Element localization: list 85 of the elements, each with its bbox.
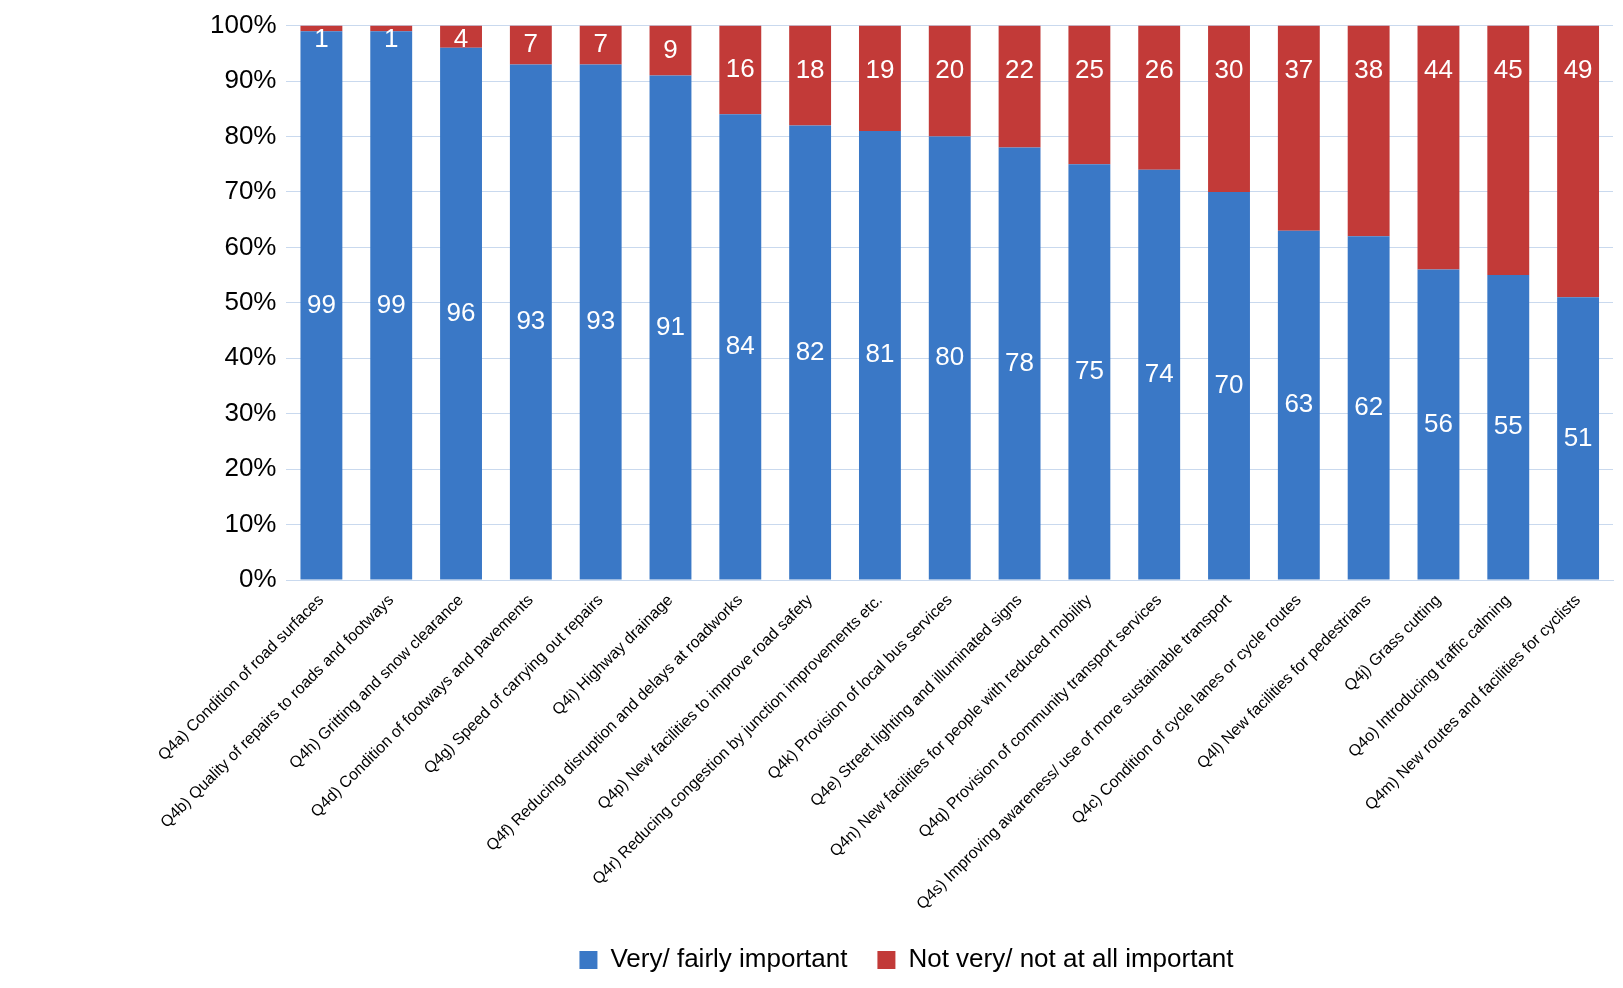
data-label: 96 [446, 296, 476, 327]
bar [719, 114, 762, 580]
data-label: 93 [516, 305, 546, 336]
bar [998, 147, 1041, 580]
data-label: 16 [725, 53, 755, 84]
bar [858, 25, 901, 131]
y-tick-label: 100% [210, 8, 277, 39]
data-label: 22 [1005, 53, 1035, 84]
bar [1208, 25, 1250, 192]
bar [509, 64, 552, 580]
bar [1557, 297, 1600, 580]
bar [1138, 25, 1181, 170]
bar [1487, 25, 1530, 276]
bar [998, 25, 1041, 148]
data-label: 30 [1214, 53, 1244, 84]
data-label: 9 [663, 33, 678, 64]
bar [579, 64, 622, 580]
data-label: 26 [1144, 53, 1174, 84]
data-label: 25 [1074, 53, 1104, 84]
legend-label: Very/ fairly important [610, 943, 849, 974]
data-label: 70 [1214, 368, 1244, 399]
y-tick-label: 90% [224, 64, 277, 95]
data-label: 84 [725, 330, 755, 361]
data-label: 7 [593, 28, 608, 59]
bar [1557, 25, 1600, 298]
data-label: 55 [1493, 410, 1523, 441]
data-label: 62 [1354, 391, 1384, 422]
bar [509, 25, 552, 65]
y-tick-label: 40% [224, 341, 277, 372]
bar [1277, 230, 1320, 580]
data-label: 44 [1424, 53, 1453, 84]
bar [789, 25, 832, 126]
bar [440, 47, 482, 580]
data-label: 7 [523, 28, 539, 59]
data-label: 4 [453, 22, 469, 53]
data-label: 56 [1424, 407, 1453, 438]
bar [1208, 191, 1250, 580]
y-tick-label: 70% [224, 175, 277, 206]
bar [1068, 164, 1111, 580]
legend-label: Not very/ not at all important [908, 943, 1235, 974]
data-label: 51 [1563, 421, 1593, 452]
y-tick-label: 30% [224, 396, 277, 427]
y-tick-label: 10% [224, 507, 277, 538]
bar [1417, 269, 1460, 580]
data-label: 75 [1074, 355, 1104, 386]
data-label: 78 [1005, 346, 1035, 377]
bar [1068, 25, 1111, 165]
data-label: 49 [1563, 53, 1593, 84]
data-label: 1 [383, 22, 399, 53]
data-label: 37 [1284, 53, 1314, 84]
data-label: 20 [935, 53, 965, 84]
bar [719, 25, 762, 115]
bar [1487, 275, 1530, 580]
bar [370, 31, 413, 580]
data-label: 80 [935, 341, 965, 372]
data-label: 45 [1493, 53, 1523, 84]
y-tick-label: 50% [224, 285, 277, 316]
data-label: 38 [1354, 53, 1384, 84]
bar [1347, 236, 1390, 580]
bar [1347, 25, 1390, 237]
data-label: 18 [795, 53, 825, 84]
y-tick-label: 0% [238, 563, 277, 594]
y-tick-label: 20% [224, 452, 277, 483]
data-label: 1 [314, 22, 329, 53]
bar [649, 75, 692, 580]
data-label: 99 [306, 288, 336, 319]
data-label: 63 [1284, 388, 1314, 419]
data-label: 99 [376, 288, 406, 319]
y-tick-label: 60% [224, 230, 277, 261]
data-label: 19 [865, 53, 895, 84]
data-label: 74 [1144, 357, 1174, 388]
bar [300, 31, 343, 580]
bar [1277, 25, 1320, 231]
data-label: 82 [795, 335, 825, 366]
bar [579, 25, 622, 65]
data-label: 93 [586, 305, 616, 336]
bar [858, 130, 901, 580]
bar [789, 125, 832, 580]
data-label: 81 [865, 338, 895, 369]
bar [1138, 169, 1181, 580]
y-tick-label: 80% [224, 119, 277, 150]
bar [928, 25, 971, 137]
bar [1417, 25, 1460, 270]
bar [928, 136, 971, 580]
data-label: 91 [656, 310, 685, 341]
